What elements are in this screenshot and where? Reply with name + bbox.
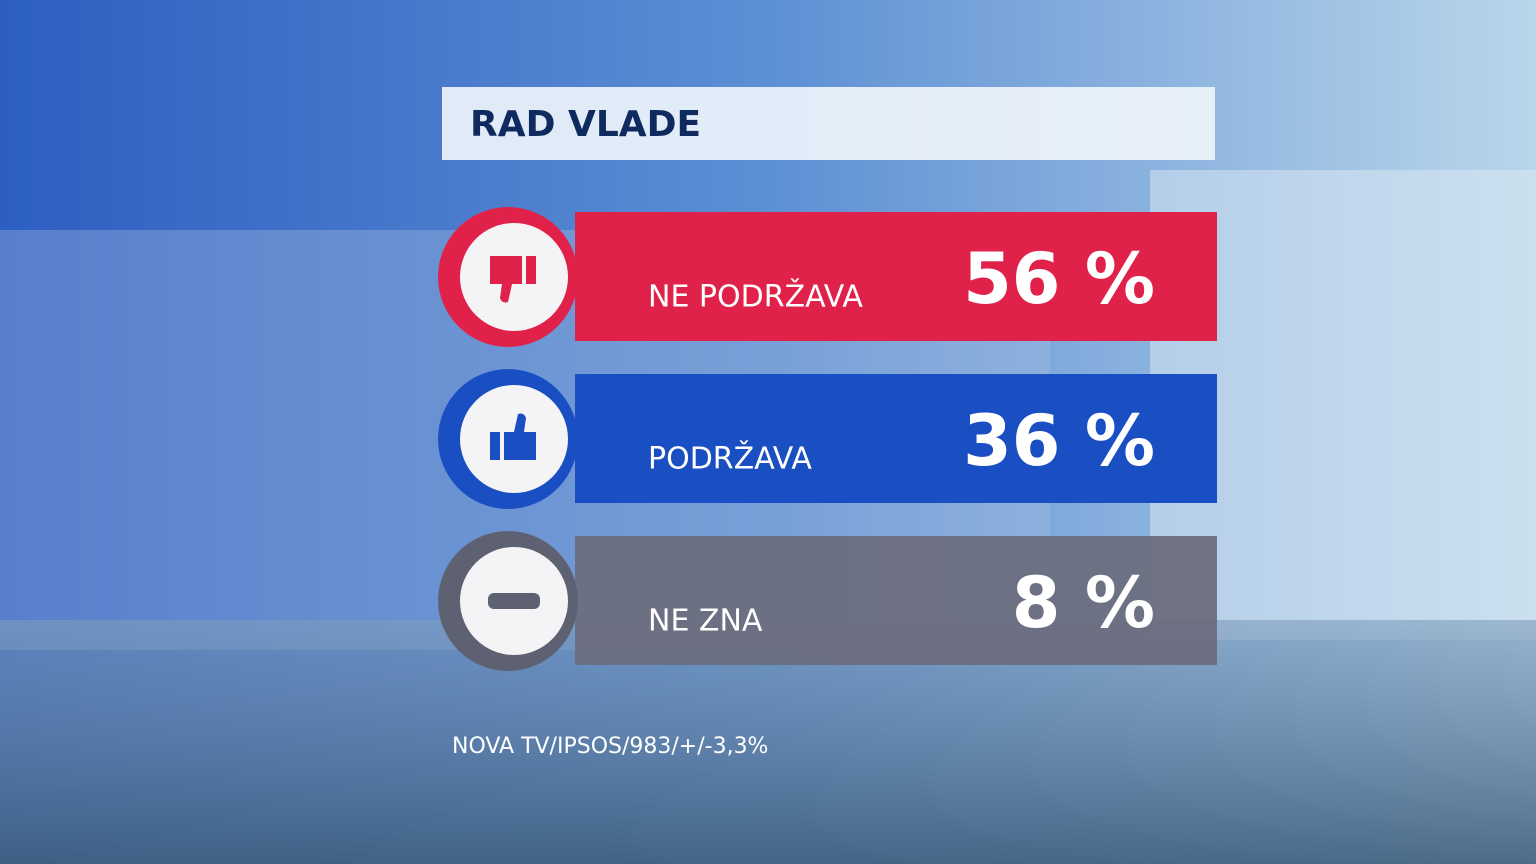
- row-value: 56 %: [963, 238, 1155, 320]
- row-label: NE PODRŽAVA: [648, 279, 863, 315]
- thumbs-down-icon: [490, 256, 536, 303]
- title: RAD VLADE: [470, 104, 701, 145]
- row-bar: [575, 212, 1217, 341]
- title-bar: [442, 87, 1215, 160]
- thumbs-up-icon: [490, 413, 536, 460]
- row-bar: [575, 536, 1217, 665]
- row-bar: [575, 374, 1217, 503]
- row-value: 8 %: [1012, 562, 1155, 644]
- row-label: NE ZNA: [648, 604, 763, 639]
- row-value: 36 %: [963, 400, 1155, 482]
- row-label: PODRŽAVA: [648, 441, 812, 477]
- source-note: NOVA TV/IPSOS/983/+/-3,3%: [452, 734, 768, 759]
- minus-icon: [488, 593, 540, 609]
